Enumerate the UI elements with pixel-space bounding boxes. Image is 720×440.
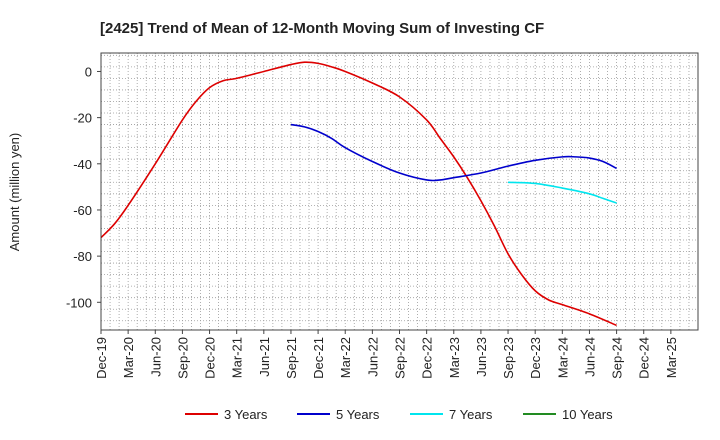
y-axis-ticks: 0 -20 -40 -60 -80 -100	[66, 64, 101, 310]
x-tick-label: Jun-22	[365, 337, 380, 377]
x-tick-label: Mar-25	[664, 337, 679, 378]
legend-label-3-years: 3 Years	[224, 407, 268, 422]
legend-label-5-years: 5 Years	[336, 407, 380, 422]
series-line-7-years	[508, 181, 617, 204]
x-tick-label: Mar-23	[447, 337, 462, 378]
y-tick-label: -40	[73, 157, 92, 172]
x-tick-label: Dec-22	[420, 337, 435, 379]
x-tick-label: Mar-21	[230, 337, 245, 378]
x-tick-label: Sep-20	[175, 337, 190, 379]
series-line-5-years	[290, 123, 617, 182]
x-tick-label: Jun-23	[474, 337, 489, 377]
x-tick-label: Mar-24	[555, 337, 570, 378]
y-axis-title: Amount (million yen)	[7, 133, 22, 252]
x-tick-label: Dec-19	[94, 337, 109, 379]
x-tick-label: Dec-20	[203, 337, 218, 379]
y-tick-label: -80	[73, 249, 92, 264]
x-tick-label: Mar-22	[338, 337, 353, 378]
x-tick-label: Sep-21	[284, 337, 299, 379]
x-tick-label: Jun-21	[257, 337, 272, 377]
y-tick-label: -20	[73, 111, 92, 126]
y-tick-label: 0	[85, 64, 92, 79]
y-tick-label: -60	[73, 203, 92, 218]
legend-label-7-years: 7 Years	[449, 407, 493, 422]
x-tick-label: Jun-20	[148, 337, 163, 377]
x-tick-label: Sep-23	[501, 337, 516, 379]
series-line-3-years	[100, 61, 617, 327]
grid-lines	[101, 53, 698, 330]
legend-label-10-years: 10 Years	[562, 407, 613, 422]
x-tick-label: Dec-24	[637, 337, 652, 379]
chart-title: [2425] Trend of Mean of 12-Month Moving …	[100, 20, 544, 37]
x-tick-label: Sep-22	[393, 337, 408, 379]
series-lines	[100, 61, 617, 327]
x-axis-ticks: Dec-19 Mar-20 Jun-20 Sep-20 Dec-20 Mar-21 Jun-…	[94, 330, 679, 379]
x-tick-label: Dec-21	[311, 337, 326, 379]
y-tick-label: -100	[66, 295, 92, 310]
x-tick-label: Jun-24	[582, 337, 597, 377]
x-tick-label: Dec-23	[528, 337, 543, 379]
x-tick-label: Sep-24	[610, 337, 625, 379]
legend: 3 Years 5 Years 7 Years 10 Years	[185, 407, 613, 422]
x-tick-label: Mar-20	[121, 337, 136, 378]
